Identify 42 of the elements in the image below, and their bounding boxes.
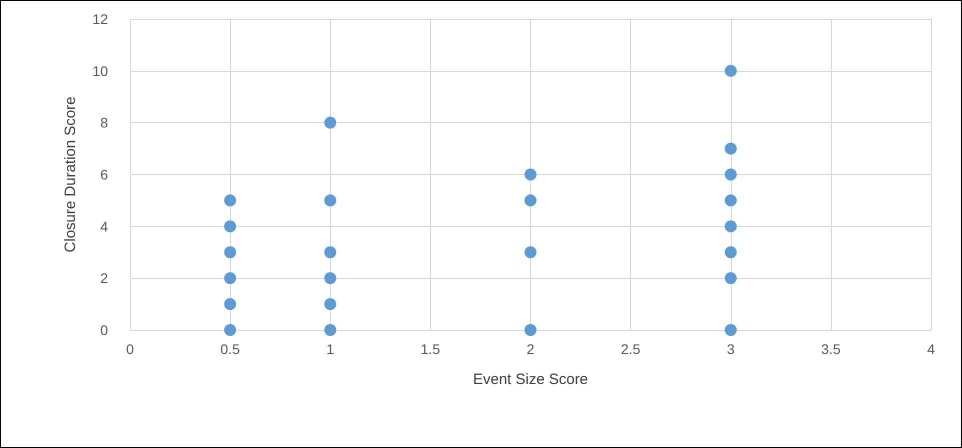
y-tick-label: 8: [100, 114, 108, 131]
point: [324, 272, 336, 284]
point: [224, 246, 236, 258]
x-tick-label: 4: [927, 341, 936, 357]
point: [524, 168, 536, 180]
x-tick-label: 2: [526, 341, 535, 357]
y-tick-label: 12: [92, 11, 108, 27]
x-tick-label: 3: [726, 341, 735, 357]
y-tick-label: 2: [100, 270, 108, 286]
point: [224, 324, 236, 336]
point: [324, 324, 336, 336]
y-tick-label: 10: [92, 62, 108, 79]
point: [724, 220, 737, 232]
point: [724, 272, 737, 284]
x-axis-title: Event Size Score: [472, 371, 588, 388]
point: [724, 194, 737, 206]
point: [224, 298, 236, 310]
point: [224, 220, 236, 232]
point: [724, 142, 737, 155]
x-tick-label: 0.5: [220, 341, 240, 357]
point: [724, 324, 737, 336]
point: [324, 116, 336, 129]
x-tick-label: 0: [126, 341, 134, 357]
point: [524, 246, 536, 258]
y-tick-label: 4: [100, 218, 108, 234]
y-tick-label: 6: [100, 166, 108, 182]
point: [724, 246, 737, 258]
point: [224, 194, 236, 206]
point: [224, 272, 236, 284]
point: [524, 194, 536, 206]
point: [324, 298, 336, 310]
point: [724, 168, 737, 180]
point: [524, 324, 536, 336]
x-tick-label: 2.5: [620, 341, 641, 357]
point: [324, 246, 336, 258]
y-axis-title: Closure Duration Score: [62, 96, 79, 252]
point: [324, 194, 336, 206]
x-tick-label: 1: [326, 341, 334, 357]
point: [724, 64, 737, 77]
x-tick-label: 3.5: [821, 341, 841, 357]
x-tick-label: 1.5: [420, 341, 440, 357]
y-tick-label: 0: [100, 322, 108, 338]
